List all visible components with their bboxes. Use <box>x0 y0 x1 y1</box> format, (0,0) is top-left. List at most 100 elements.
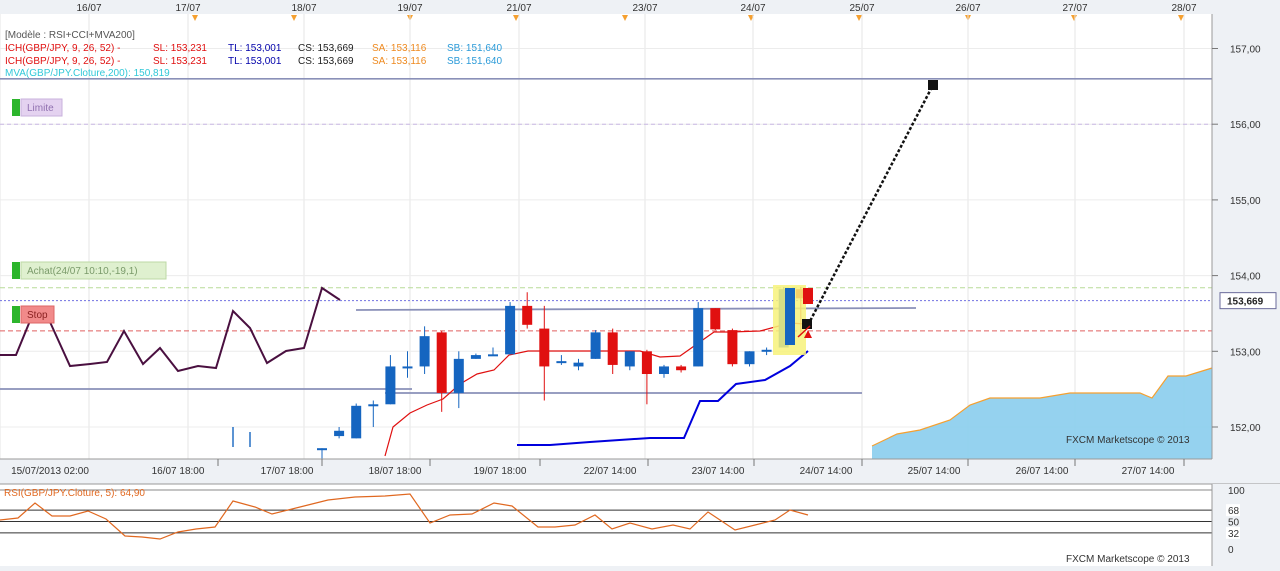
candle-body <box>317 448 327 451</box>
kijun-sen-line <box>517 350 809 446</box>
resistance-line <box>355 307 917 311</box>
time-axis-label: 26/07 14:00 <box>1016 466 1069 477</box>
ich-sb: SB: 151,640 <box>447 43 502 54</box>
candle-body <box>607 332 618 365</box>
top-date-label: 21/07 <box>506 3 531 14</box>
period-marker-icon <box>513 15 519 21</box>
limit-order-label[interactable]: Limite <box>12 98 63 117</box>
candle-body <box>676 366 687 371</box>
price-tick-label: 153,00 <box>1230 347 1261 358</box>
top-date-label: 19/07 <box>397 3 422 14</box>
rsi-axis-background <box>1212 484 1280 566</box>
top-date-label: 26/07 <box>955 3 980 14</box>
entry-tick-line <box>797 325 811 338</box>
tenkan-sen-line <box>384 322 806 457</box>
price-axis-background <box>1212 14 1280 459</box>
ich-legend-row-2: ICH(GBP/JPY, 9, 26, 52) - SL: 153,231 TL… <box>5 56 502 67</box>
top-date-label: 16/07 <box>76 3 101 14</box>
time-axis-label: 18/07 18:00 <box>369 466 422 477</box>
candle-body <box>573 362 584 367</box>
candle-body <box>744 351 755 365</box>
indicator-lines <box>0 286 809 457</box>
time-axis-label: 19/07 18:00 <box>474 466 527 477</box>
ich-cs: CS: 153,669 <box>298 56 354 67</box>
rsi-level-badge <box>1226 504 1240 517</box>
time-axis-label: 25/07 14:00 <box>908 466 961 477</box>
candle-body <box>436 332 447 393</box>
top-date-label: 24/07 <box>740 3 765 14</box>
ich-legend-row-1: ICH(GBP/JPY, 9, 26, 52) - SL: 153,231 TL… <box>5 43 502 54</box>
candle-body <box>693 308 704 367</box>
candle-body <box>727 330 738 365</box>
buy-label: Achat(24/07 10:10,-19,1) <box>27 266 138 277</box>
candle-body <box>539 328 550 367</box>
current-price-box <box>1219 292 1277 310</box>
candle-body <box>402 366 413 369</box>
price-tick-label: 154,00 <box>1230 272 1261 283</box>
rsi-level-badge <box>1226 526 1240 539</box>
ich-cs: CS: 153,669 <box>298 43 354 54</box>
limit-label: Limite <box>27 103 54 114</box>
current-price-label: 153,669 <box>1227 297 1264 308</box>
horizontal-levels <box>0 77 1212 394</box>
candle-body <box>624 351 635 367</box>
candle-body <box>803 288 813 304</box>
period-marker-icon <box>622 15 628 21</box>
candle-body <box>334 430 345 437</box>
ich-sl: SL: 153,231 <box>153 56 207 67</box>
ich-tl: TL: 153,001 <box>228 56 282 67</box>
time-axis-label: 15/07/2013 02:00 <box>11 466 89 477</box>
ich-name: ICH(GBP/JPY, 9, 26, 52) - <box>5 43 120 54</box>
ich-name: ICH(GBP/JPY, 9, 26, 52) - <box>5 56 120 67</box>
ichimoku-cloud-area <box>872 368 1212 459</box>
projection-start-marker <box>802 319 812 329</box>
price-tick-label: 152,00 <box>1230 423 1261 434</box>
ichimoku-cloud <box>871 367 1213 459</box>
stop-order-label[interactable]: Stop <box>12 305 55 324</box>
top-date-label: 18/07 <box>291 3 316 14</box>
watermark-rsi: FXCM Marketscope © 2013 <box>1066 554 1190 565</box>
top-date-label: 23/07 <box>632 3 657 14</box>
price-axis: 157,00 156,00 155,00 154,00 153,00 152,00 153,… <box>1211 14 1280 459</box>
chart-annotations <box>773 80 938 355</box>
top-date-label: 17/07 <box>175 3 200 14</box>
candle-body <box>641 351 652 375</box>
rsi-axis-label: 0 <box>1228 545 1234 556</box>
candle-body <box>522 305 533 325</box>
time-axis-label: 27/07 14:00 <box>1122 466 1175 477</box>
time-axis: 15/07/2013 02:00 16/07 18:00 17/07 18:00 18… <box>0 458 1280 484</box>
candle-body <box>590 332 601 359</box>
candle-body <box>385 366 396 405</box>
mva-legend: MVA(GBP/JPY.Cloture,200): 150,819 <box>5 68 170 79</box>
projection-target-marker <box>928 80 938 90</box>
projection-dotted-line <box>806 84 935 326</box>
top-date-axis: 16/07 17/07 18/07 19/07 21/07 23/07 24/07 25/07… <box>76 3 1197 21</box>
period-marker-icon <box>1178 15 1184 21</box>
buy-order-label[interactable]: Achat(24/07 10:10,-19,1) <box>12 261 167 280</box>
ich-sb: SB: 151,640 <box>447 56 502 67</box>
ich-sl: SL: 153,231 <box>153 43 207 54</box>
top-date-label: 25/07 <box>849 3 874 14</box>
candle-body <box>470 355 481 359</box>
price-tick-label: 156,00 <box>1230 120 1261 131</box>
period-marker-icon <box>291 15 297 21</box>
period-marker-icon <box>192 15 198 21</box>
model-label: [Modèle : RSI+CCI+MVA200] <box>5 30 135 41</box>
candle-body <box>488 354 498 357</box>
ich-sa: SA: 153,116 <box>372 56 427 67</box>
time-axis-label: 17/07 18:00 <box>261 466 314 477</box>
rsi-pane[interactable] <box>0 484 1212 566</box>
time-axis-label: 23/07 14:00 <box>692 466 745 477</box>
rsi-axis-label: 50 <box>1228 518 1240 529</box>
rsi-axis-label: 32 <box>1228 529 1240 540</box>
candle-body <box>351 405 362 439</box>
time-axis-label: 24/07 14:00 <box>800 466 853 477</box>
price-pane[interactable] <box>0 14 1212 459</box>
time-axis-label: 16/07 18:00 <box>152 466 205 477</box>
candle-body <box>761 349 772 352</box>
candle-body <box>659 366 669 375</box>
candle-body <box>710 308 721 330</box>
